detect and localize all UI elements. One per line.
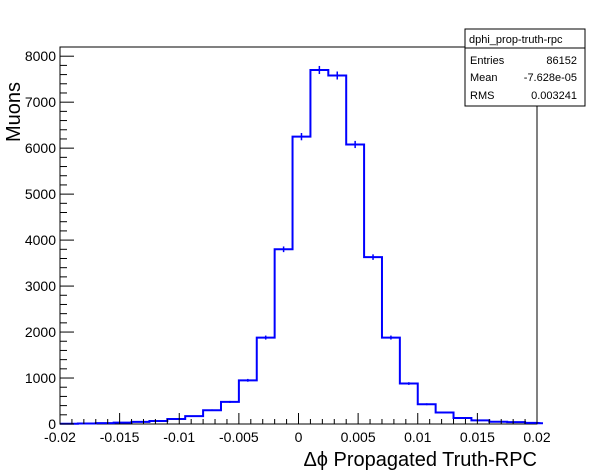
- histogram-bars: [60, 65, 544, 425]
- x-tick-label: 0: [295, 429, 303, 445]
- stats-entries-label: Entries: [470, 55, 505, 67]
- y-tick-label: 3000: [25, 278, 56, 294]
- y-tick-label: 5000: [25, 186, 56, 202]
- y-tick-label: 2000: [25, 324, 56, 340]
- stats-mean-label: Mean: [470, 72, 498, 84]
- y-tick-label: 0: [48, 416, 56, 432]
- y-axis: 0 1000 2000 3000 4000 5000 6000 7000 8000: [25, 46, 74, 432]
- y-tick-label: 8000: [25, 48, 56, 64]
- y-tick-label: 6000: [25, 140, 56, 156]
- stats-rms-label: RMS: [470, 90, 494, 102]
- x-tick-label: -0.01: [163, 429, 195, 445]
- stats-mean-value: -7.628e-05: [524, 72, 577, 84]
- x-axis: -0.02 -0.015 -0.01 -0.005 0 0.005 0.01 0.015 0.0…: [44, 413, 551, 445]
- y-tick-label: 7000: [25, 94, 56, 110]
- x-tick-label: -0.02: [44, 429, 76, 445]
- x-tick-label: 0.015: [460, 429, 495, 445]
- stats-rms-value: 0.003241: [531, 90, 577, 102]
- x-axis-title: Δϕ Propagated Truth-RPC: [303, 449, 537, 471]
- x-tick-label: 0.02: [523, 429, 550, 445]
- stats-box: dphi_prop-truth-rpc Entries 86152 Mean -…: [464, 28, 586, 107]
- x-tick-label: -0.015: [100, 429, 140, 445]
- stats-box-title: dphi_prop-truth-rpc: [469, 34, 563, 46]
- y-tick-label: 4000: [25, 232, 56, 248]
- y-axis-title: Muons: [3, 82, 25, 142]
- stats-entries-value: 86152: [546, 55, 577, 67]
- x-tick-label: 0.01: [404, 429, 431, 445]
- y-tick-label: 1000: [25, 370, 56, 386]
- x-tick-label: -0.005: [219, 429, 259, 445]
- histogram-outline: [60, 68, 544, 425]
- x-tick-label: 0.005: [341, 429, 376, 445]
